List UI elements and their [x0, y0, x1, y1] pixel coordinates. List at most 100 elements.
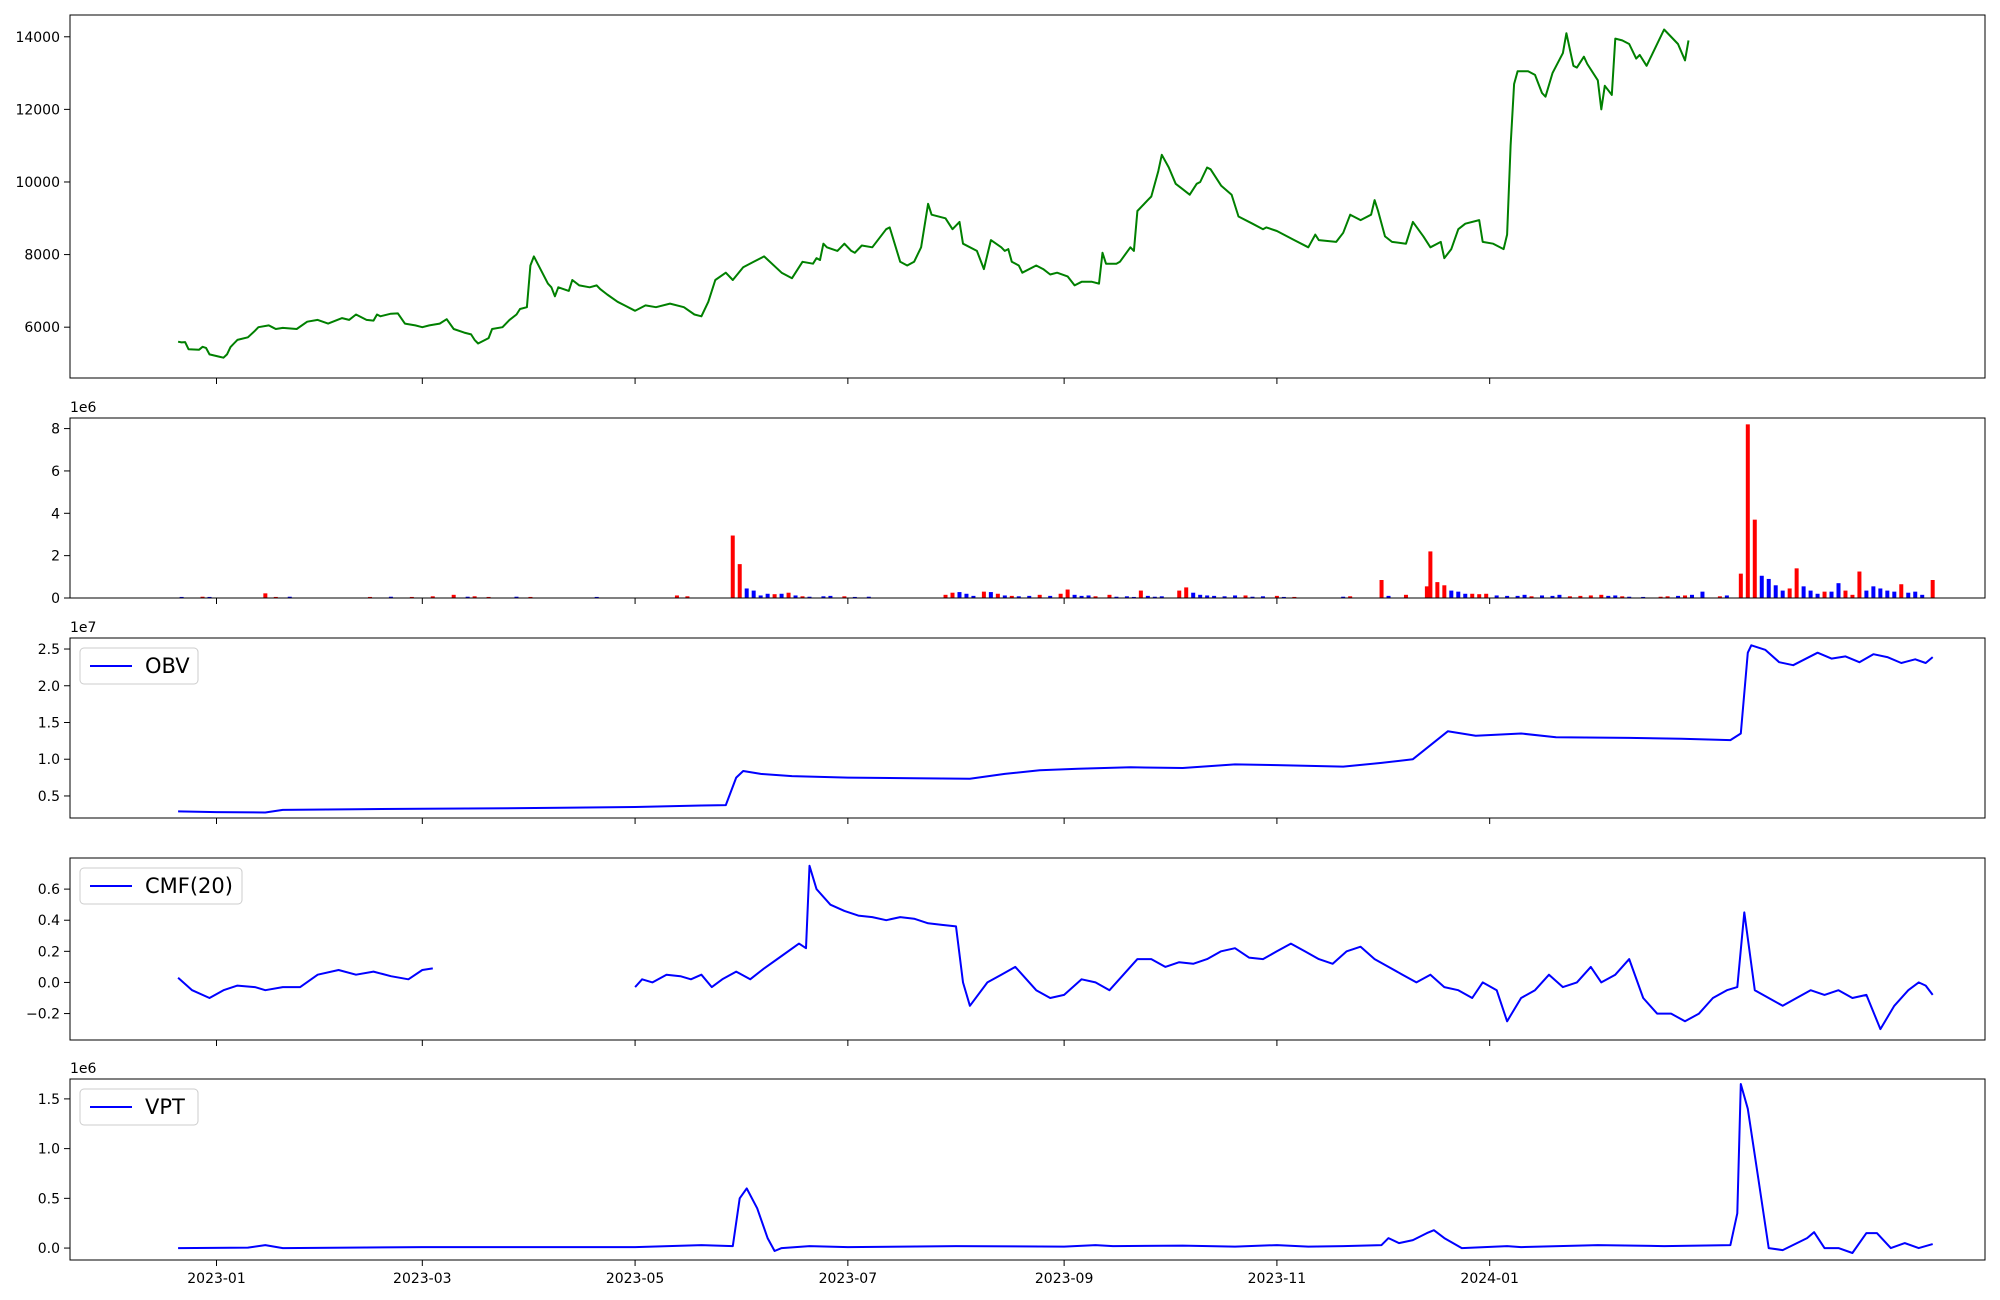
vpt-series-line: [178, 1083, 1933, 1254]
volume-bar: [1079, 595, 1084, 598]
volume-bar: [1145, 595, 1150, 598]
volume-bar: [1766, 578, 1771, 598]
volume-bar: [1484, 593, 1489, 598]
volume-ytick-label: 8: [51, 422, 60, 438]
volume-bar: [1920, 594, 1925, 598]
volume-bar: [1913, 591, 1918, 598]
cmf-series-line: [177, 967, 433, 999]
volume-plot-area: [179, 424, 1935, 598]
volume-ytick-label: 6: [51, 464, 60, 480]
volume-bar: [1892, 591, 1897, 598]
volume-bar: [1470, 593, 1475, 598]
volume-bar: [1191, 592, 1196, 598]
obv-series-line: [178, 644, 1934, 814]
vpt-offset-text: 1e6: [70, 1061, 97, 1077]
volume-bar: [1515, 595, 1520, 598]
volume-bar: [1843, 590, 1848, 598]
volume-bar: [465, 596, 470, 598]
volume-bar: [1641, 596, 1646, 598]
volume-bar: [1906, 592, 1911, 598]
volume-bar: [1808, 590, 1813, 598]
cmf-axes-frame: [69, 857, 1986, 1041]
volume-bar: [1822, 591, 1827, 598]
xtick-label: 2023-07: [819, 1271, 878, 1287]
volume-bar: [828, 595, 833, 598]
volume-bar: [964, 593, 969, 598]
volume-bar: [1292, 596, 1297, 598]
volume-bar: [1613, 595, 1618, 598]
volume-bar: [772, 594, 777, 598]
volume-bar: [786, 592, 791, 598]
volume-bar: [1131, 596, 1136, 598]
obv-offset-text: 1e7: [70, 620, 96, 636]
vpt-ytick-label: 0.0: [38, 1241, 60, 1257]
obv-ytick-label: 2.5: [38, 642, 60, 658]
cmf-ytick-label: −0.2: [26, 1007, 60, 1023]
vpt-ytick-label: 1.5: [38, 1092, 60, 1108]
volume-bar: [685, 596, 690, 598]
volume-bar: [765, 593, 770, 598]
volume-bar: [451, 594, 456, 598]
obv-axes-frame: [69, 637, 1986, 819]
volume-bar: [1794, 568, 1799, 598]
volume-bar: [1233, 595, 1238, 598]
volume-bar: [200, 596, 205, 598]
volume-bar: [273, 596, 278, 598]
price-panel: 6000 8000 10000 12000 14000: [15, 14, 1986, 384]
volume-bar: [1864, 590, 1869, 598]
obv-ytick-label: 1.5: [38, 715, 60, 731]
volume-bar: [1184, 587, 1189, 598]
volume-bar: [779, 593, 784, 598]
volume-bar: [981, 591, 986, 598]
volume-bar: [1072, 594, 1077, 598]
volume-panel: 0 2 4 6 8 1e6: [51, 400, 1986, 607]
volume-bar: [866, 596, 871, 598]
volume-bar: [1567, 596, 1572, 598]
volume-axes-frame: [69, 417, 1986, 599]
volume-bar: [388, 596, 393, 598]
volume-bar: [1700, 591, 1705, 598]
volume-bar: [1424, 586, 1429, 598]
vpt-ytick-label: 0.5: [38, 1191, 60, 1207]
volume-bar: [1152, 596, 1157, 598]
volume-bar: [821, 596, 826, 598]
volume-bar: [943, 594, 948, 598]
volume-bar: [1348, 596, 1353, 598]
volume-bar: [1930, 580, 1935, 598]
volume-bar: [594, 596, 599, 598]
volume-bar: [1829, 591, 1834, 598]
volume-bar: [950, 592, 955, 598]
volume-bar: [1016, 596, 1021, 598]
volume-bar: [1274, 595, 1279, 598]
volume-bar: [957, 592, 962, 598]
volume-bar: [1689, 594, 1694, 598]
volume-bar: [1606, 595, 1611, 598]
volume-bar: [1745, 424, 1750, 598]
volume-bar: [744, 588, 749, 598]
volume-ytick-label: 2: [51, 549, 60, 565]
volume-bar: [1341, 596, 1346, 598]
volume-bar: [1260, 596, 1265, 598]
volume-bar: [1780, 590, 1785, 598]
volume-bar: [1885, 590, 1890, 598]
volume-bar: [1027, 595, 1032, 598]
volume-bar: [751, 590, 756, 598]
cmf-ytick-label: 0.0: [38, 975, 60, 991]
cmf-ytick-label: 0.4: [38, 913, 60, 929]
volume-offset-text: 1e6: [70, 400, 97, 416]
obv-legend: OBV: [79, 647, 199, 685]
volume-bar: [793, 595, 798, 598]
volume-bar: [842, 596, 847, 598]
volume-bar: [1550, 595, 1555, 598]
volume-bar: [1850, 594, 1855, 598]
volume-bar: [1857, 571, 1862, 598]
obv-ytick-label: 2.0: [38, 679, 60, 695]
volume-bar: [1281, 596, 1286, 598]
cmf-ytick-label: 0.6: [38, 882, 60, 898]
volume-bar: [1578, 595, 1583, 598]
volume-bar: [1477, 594, 1482, 598]
volume-bar: [1138, 590, 1143, 598]
volume-bar: [1428, 551, 1433, 598]
volume-ytick-label: 4: [51, 506, 60, 522]
volume-bar: [263, 593, 268, 598]
